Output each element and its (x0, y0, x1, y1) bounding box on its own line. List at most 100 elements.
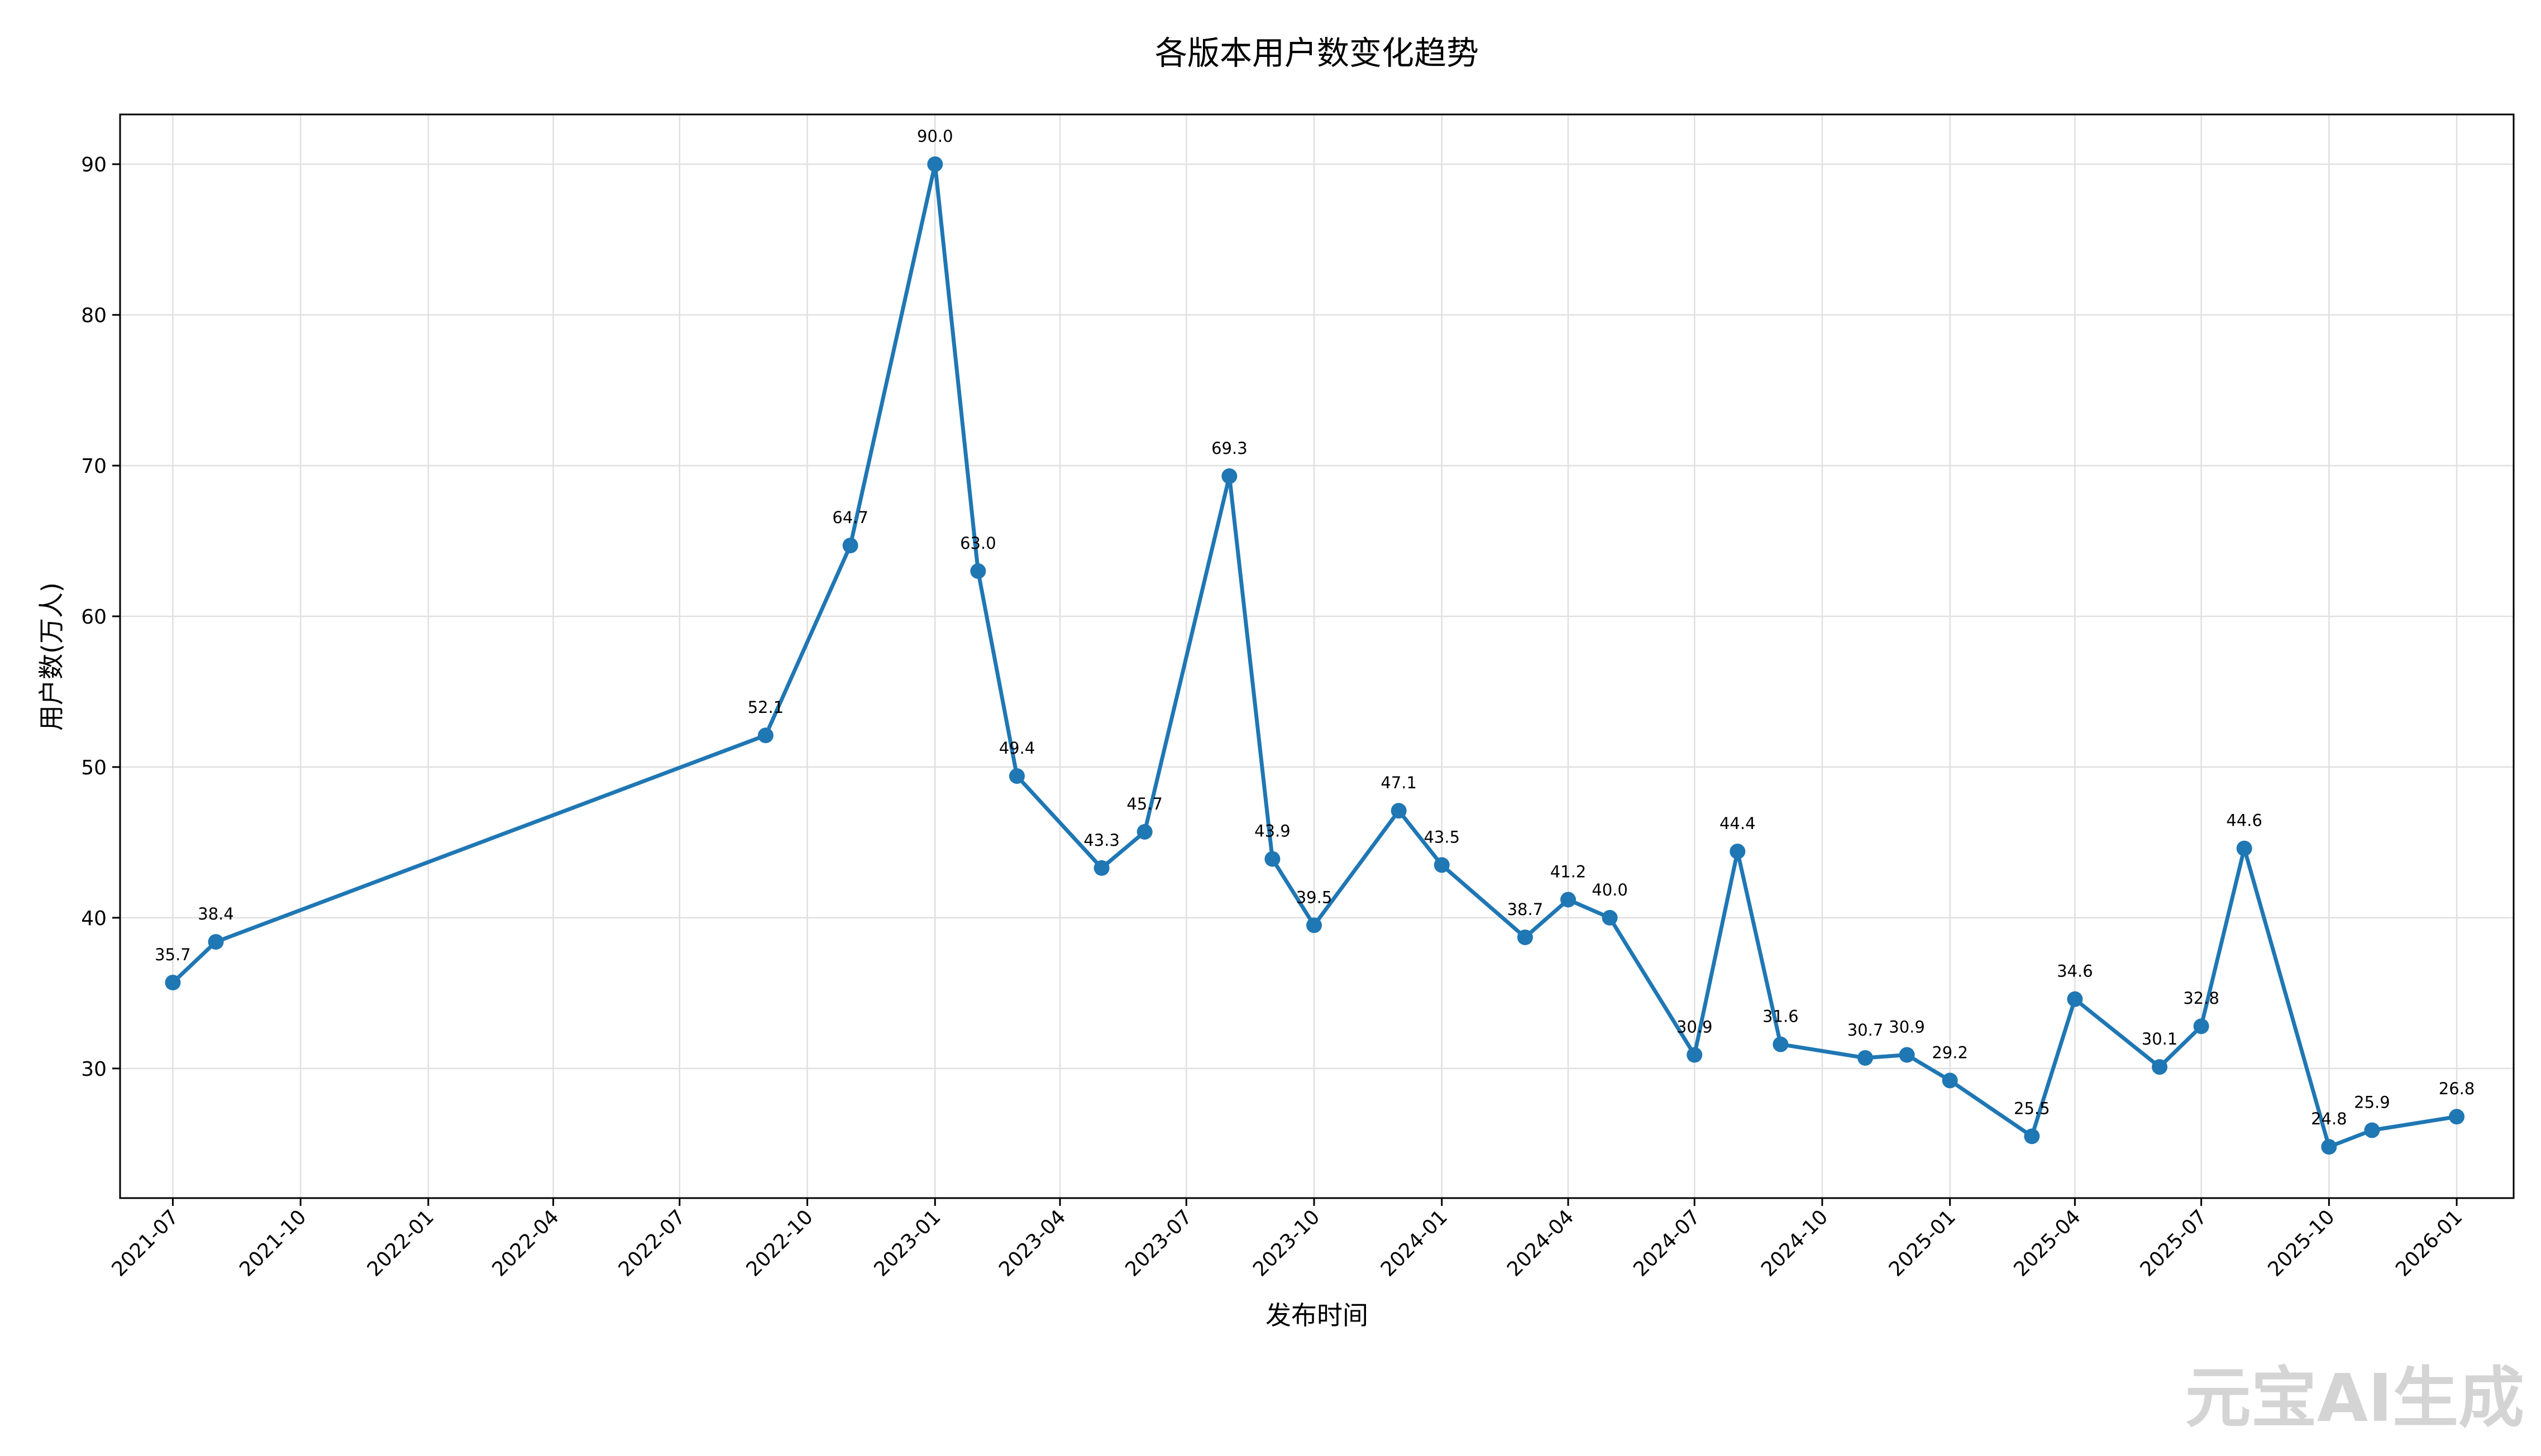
data-point (2193, 1018, 2209, 1034)
data-label: 38.7 (1507, 900, 1544, 919)
x-tick-label: 2024-01 (1377, 1205, 1452, 1281)
y-axis-label: 用户数(万人) (36, 582, 66, 731)
data-point (1093, 860, 1110, 876)
data-label: 43.5 (1424, 827, 1460, 846)
data-point (1687, 1047, 1703, 1063)
x-tick-label: 2022-01 (363, 1205, 438, 1281)
data-point (1602, 909, 1618, 926)
data-point (1264, 851, 1281, 867)
x-tick-label: 2024-10 (1757, 1205, 1832, 1281)
data-point (1773, 1036, 1789, 1052)
y-tick-label: 80 (81, 304, 107, 327)
data-point (2364, 1122, 2380, 1138)
data-label: 30.1 (2142, 1029, 2178, 1048)
x-tick-label: 2022-07 (614, 1205, 690, 1281)
y-axis-ticks: 30 40 50 60 70 80 90 (81, 154, 120, 1081)
data-label: 30.9 (1677, 1018, 1713, 1037)
y-tick-label: 30 (81, 1058, 107, 1081)
x-tick-label: 2022-04 (488, 1205, 563, 1281)
data-point (1857, 1050, 1874, 1066)
data-label: 34.6 (2057, 962, 2093, 981)
x-tick-label: 2025-07 (2136, 1205, 2212, 1281)
data-point (208, 934, 224, 950)
data-point (1391, 803, 1407, 819)
data-label: 43.3 (1083, 831, 1120, 850)
data-label: 41.2 (1550, 862, 1587, 881)
data-label: 52.1 (748, 698, 784, 717)
data-point (927, 156, 943, 173)
data-point (2067, 991, 2083, 1007)
data-label: 69.3 (1211, 439, 1248, 458)
data-point (1942, 1072, 1958, 1089)
x-axis-ticks: 2021-07 2021-10 2022-01 2022-04 2022-07 2022-… (107, 1198, 2467, 1281)
data-label: 35.7 (155, 945, 191, 964)
data-label: 44.4 (1720, 814, 1756, 833)
x-tick-label: 2023-01 (870, 1205, 945, 1281)
data-label: 24.8 (2311, 1109, 2347, 1128)
data-point (165, 974, 181, 990)
data-label: 63.0 (960, 534, 996, 553)
data-point (1221, 468, 1238, 484)
x-tick-label: 2021-10 (235, 1205, 311, 1281)
data-label: 26.8 (2439, 1079, 2475, 1098)
data-point (2321, 1139, 2337, 1155)
x-tick-label: 2025-01 (1885, 1205, 1960, 1281)
data-label: 25.9 (2354, 1093, 2390, 1112)
data-point (758, 727, 774, 744)
data-label: 45.7 (1126, 794, 1163, 813)
x-tick-label: 2024-07 (1629, 1205, 1704, 1281)
data-point (1730, 844, 1746, 860)
x-tick-label: 2025-10 (2263, 1205, 2339, 1281)
watermark: 元宝AI生成 (2185, 1359, 2524, 1436)
y-tick-label: 50 (81, 756, 107, 779)
y-tick-label: 90 (81, 154, 107, 176)
data-label: 30.7 (1847, 1021, 1884, 1040)
x-axis-label: 发布时间 (1265, 1300, 1368, 1330)
data-point (1560, 892, 1576, 908)
series (165, 156, 2465, 1155)
grid (120, 114, 2514, 1198)
data-point (1306, 917, 1322, 933)
data-label: 49.4 (999, 739, 1035, 758)
plot-frame (119, 113, 2515, 1199)
data-point (1517, 929, 1533, 945)
x-tick-label: 2025-04 (2009, 1205, 2085, 1281)
data-label: 38.4 (198, 904, 234, 923)
x-tick-label: 2023-10 (1249, 1205, 1324, 1281)
x-tick-label: 2022-10 (742, 1205, 818, 1281)
data-label: 43.9 (1254, 822, 1291, 841)
data-label: 47.1 (1381, 773, 1417, 792)
x-tick-label: 2026-01 (2391, 1205, 2467, 1281)
data-point (2152, 1059, 2168, 1075)
data-point (1434, 857, 1450, 873)
x-tick-label: 2023-04 (995, 1205, 1070, 1281)
y-tick-label: 60 (81, 606, 107, 629)
data-label: 64.7 (832, 508, 868, 527)
x-tick-label: 2024-04 (1503, 1205, 1578, 1281)
data-label: 44.6 (2226, 811, 2262, 830)
data-label: 32.8 (2183, 989, 2219, 1008)
data-label: 30.9 (1889, 1018, 1925, 1037)
data-point (970, 563, 986, 579)
x-tick-label: 2023-07 (1121, 1205, 1196, 1281)
data-label: 39.5 (1296, 888, 1332, 907)
data-labels: 35.7 38.4 52.1 64.7 90.0 63.0 49.4 43.3 45.7 69.3… (155, 127, 2475, 1128)
data-point (1136, 824, 1153, 840)
data-label: 40.0 (1592, 880, 1628, 899)
chart-title: 各版本用户数变化趋势 (1155, 34, 1479, 72)
data-label: 31.6 (1763, 1007, 1799, 1026)
data-point (2449, 1109, 2465, 1125)
data-point (2236, 840, 2252, 856)
data-label: 29.2 (1932, 1043, 1968, 1062)
data-point (1009, 768, 1025, 784)
series-line (171, 162, 2457, 1149)
data-label: 25.5 (2014, 1099, 2050, 1118)
data-point (1899, 1047, 1915, 1063)
y-tick-label: 70 (81, 455, 107, 478)
data-point (2024, 1128, 2040, 1144)
data-label: 90.0 (917, 127, 953, 146)
y-tick-label: 40 (81, 907, 107, 930)
x-tick-label: 2021-07 (107, 1205, 183, 1281)
data-point (842, 538, 858, 554)
